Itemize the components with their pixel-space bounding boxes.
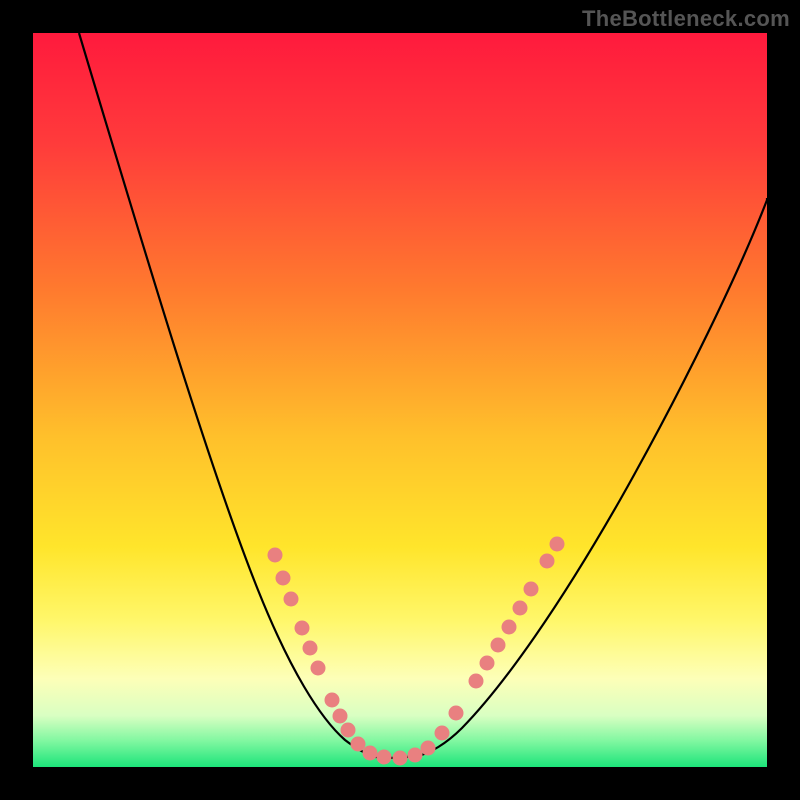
watermark-text: TheBottleneck.com <box>582 6 790 32</box>
marker-dot <box>295 621 310 636</box>
marker-dot <box>524 582 539 597</box>
chart-stage: TheBottleneck.com <box>0 0 800 800</box>
marker-dot <box>435 726 450 741</box>
marker-dot <box>449 706 464 721</box>
marker-dot <box>469 674 484 689</box>
marker-dot <box>513 601 528 616</box>
marker-dot <box>341 723 356 738</box>
marker-dot <box>421 741 436 756</box>
marker-dot <box>491 638 506 653</box>
marker-dot <box>276 571 291 586</box>
marker-dot <box>325 693 340 708</box>
marker-dot <box>393 751 408 766</box>
marker-dot <box>363 746 378 761</box>
marker-dot <box>268 548 283 563</box>
marker-dot <box>284 592 299 607</box>
plot-area <box>33 33 767 767</box>
marker-dot <box>540 554 555 569</box>
marker-dot <box>408 748 423 763</box>
marker-dot <box>311 661 326 676</box>
marker-dot <box>377 750 392 765</box>
chart-svg <box>0 0 800 800</box>
marker-dot <box>351 737 366 752</box>
marker-dot <box>480 656 495 671</box>
marker-dot <box>303 641 318 656</box>
marker-dot <box>550 537 565 552</box>
marker-dot <box>502 620 517 635</box>
marker-dot <box>333 709 348 724</box>
